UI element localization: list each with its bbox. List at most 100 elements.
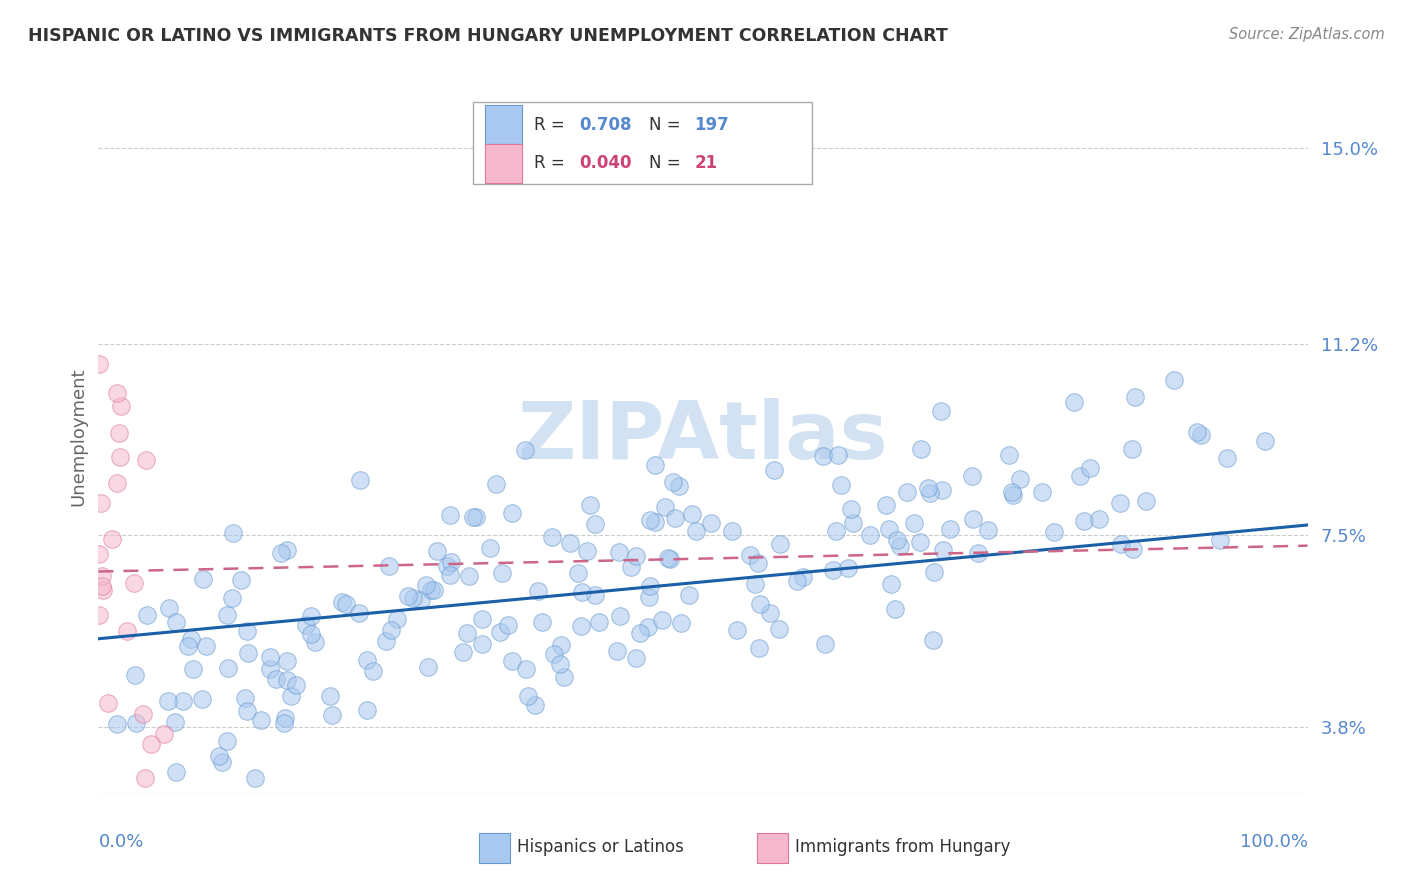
Point <box>274 711 297 725</box>
Point <box>962 512 984 526</box>
Point <box>1163 373 1185 387</box>
Point <box>725 624 748 638</box>
Point <box>883 602 905 616</box>
Point <box>87 357 110 371</box>
Point <box>921 633 943 648</box>
Text: 0.708: 0.708 <box>579 116 633 134</box>
Point <box>541 530 564 544</box>
Point <box>1080 461 1102 475</box>
Point <box>280 689 302 703</box>
Point <box>135 452 157 467</box>
Point <box>361 665 384 679</box>
Point <box>221 525 243 540</box>
Point <box>513 443 536 458</box>
Point <box>1209 533 1232 547</box>
Point <box>153 727 176 741</box>
Point <box>827 449 849 463</box>
Point <box>134 772 156 786</box>
Point <box>156 694 179 708</box>
Point <box>624 549 647 563</box>
Point <box>1063 395 1085 409</box>
Point <box>811 450 834 464</box>
Point <box>664 511 686 525</box>
Point <box>967 545 990 559</box>
Point <box>585 516 607 531</box>
Point <box>875 498 897 512</box>
Point <box>550 638 572 652</box>
Point <box>110 399 132 413</box>
Point <box>1123 390 1146 404</box>
Point <box>962 469 984 483</box>
Text: 197: 197 <box>695 116 730 134</box>
Point <box>744 577 766 591</box>
Point <box>191 692 214 706</box>
Point <box>939 522 962 536</box>
Point <box>628 626 651 640</box>
Point <box>165 715 187 730</box>
Point <box>217 734 239 748</box>
Point <box>1254 434 1277 448</box>
FancyBboxPatch shape <box>485 105 522 145</box>
Point <box>136 608 159 623</box>
Point <box>858 528 880 542</box>
Point <box>321 708 343 723</box>
Point <box>931 483 953 498</box>
Point <box>91 582 114 597</box>
Point <box>657 550 679 565</box>
Point <box>496 618 519 632</box>
Point <box>501 506 523 520</box>
Point <box>90 496 112 510</box>
Point <box>644 458 666 473</box>
Point <box>478 541 501 555</box>
Point <box>330 595 353 609</box>
Point <box>662 475 685 489</box>
Y-axis label: Unemployment: Unemployment <box>69 368 87 507</box>
Point <box>122 575 145 590</box>
Point <box>637 620 659 634</box>
Point <box>786 574 808 588</box>
Point <box>211 755 233 769</box>
Point <box>264 673 287 687</box>
Point <box>880 576 903 591</box>
Point <box>576 544 599 558</box>
Point <box>668 479 690 493</box>
Point <box>1073 515 1095 529</box>
Point <box>439 568 461 582</box>
Point <box>194 639 217 653</box>
Text: ZIPAtlas: ZIPAtlas <box>517 398 889 476</box>
Point <box>180 632 202 647</box>
Point <box>471 612 494 626</box>
Point <box>501 653 523 667</box>
Point <box>769 537 792 551</box>
Point <box>842 516 865 530</box>
Point <box>569 618 592 632</box>
Point <box>837 561 859 575</box>
Point <box>1087 512 1109 526</box>
Point <box>910 442 932 457</box>
Point <box>609 609 631 624</box>
Point <box>1043 524 1066 539</box>
Text: HISPANIC OR LATINO VS IMMIGRANTS FROM HUNGARY UNEMPLOYMENT CORRELATION CHART: HISPANIC OR LATINO VS IMMIGRANTS FROM HU… <box>28 27 948 45</box>
Point <box>638 513 661 527</box>
Point <box>299 609 322 624</box>
Point <box>259 650 281 665</box>
Point <box>208 748 231 763</box>
Point <box>517 689 540 703</box>
Point <box>1069 468 1091 483</box>
Point <box>415 578 437 592</box>
Point <box>917 481 939 495</box>
Point <box>375 633 398 648</box>
Point <box>877 522 900 536</box>
Point <box>105 385 128 400</box>
FancyBboxPatch shape <box>758 833 787 863</box>
Point <box>299 627 322 641</box>
Point <box>165 615 187 629</box>
Point <box>356 653 378 667</box>
Point <box>768 622 790 636</box>
Text: Hispanics or Latinos: Hispanics or Latinos <box>517 838 683 856</box>
Point <box>97 697 120 711</box>
Point <box>588 615 610 629</box>
Point <box>426 544 449 558</box>
Point <box>515 662 537 676</box>
Text: N =: N = <box>648 154 686 172</box>
